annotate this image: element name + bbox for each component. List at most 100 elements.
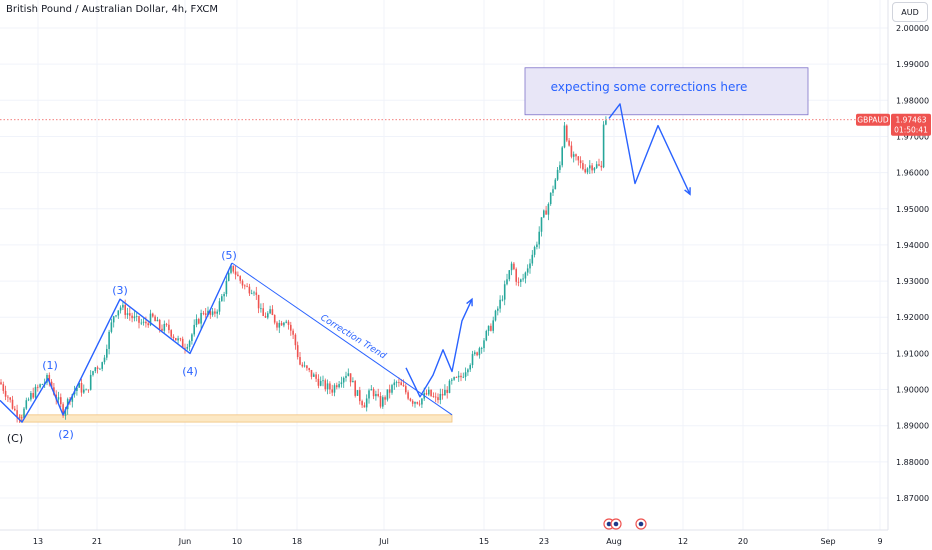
candle-body [379,396,382,407]
time-tick-label: 20 [738,537,748,546]
candle-body [575,154,577,157]
candle-body [533,247,536,255]
candle-body [375,393,377,397]
candle-body [76,387,78,391]
wave-label: (1) [42,359,58,372]
candle-body [96,367,99,369]
candle-body [253,292,255,294]
candle-body [221,296,223,302]
candle-body [349,373,352,383]
candle-body [296,345,299,358]
candle-body [232,265,235,272]
candle-body [329,383,331,390]
candle-body [62,404,64,416]
candle-body [124,304,126,315]
candle-body [402,385,405,387]
time-tick-label: 13 [33,537,43,546]
candle-body [333,385,336,393]
candle-body [179,338,182,340]
time-axis[interactable]: 13 21 Jun 10 18 Jul 15 23 Aug 12 20 Sep 9 [0,529,888,546]
drawings-layer [0,103,888,423]
candle-body [568,140,570,146]
candle-body [195,319,198,325]
candle-body [80,382,83,393]
candle-body [513,263,515,270]
candle-body [474,352,476,355]
candle-body [317,378,320,386]
candle-body [395,382,398,384]
wave-label: (2) [58,428,74,441]
candle-body [485,330,488,341]
candle-body [234,271,237,275]
candle-body [391,385,393,393]
price-tick-label: 1.90000 [896,386,929,395]
candle-body [200,312,202,324]
candle-body [34,386,37,398]
candle-body [529,263,531,269]
candle-body [11,399,14,409]
candle-body [439,393,442,401]
candle-body [168,324,170,331]
candle-body [267,313,269,318]
candle-body [303,365,306,367]
price-tick-label: 1.88000 [896,458,929,467]
grid-lines [0,0,888,530]
support-zone [19,414,453,423]
candle-body [315,374,317,379]
candle-body [425,393,428,395]
candle-body [324,380,327,390]
candle-body [352,381,354,383]
candle-body [163,323,166,331]
candle-body [257,294,260,309]
candle-body [377,393,379,397]
candle-body [248,286,251,294]
candle-body [299,357,301,365]
candle-body [322,380,324,382]
candle-body [48,374,51,382]
candle-body [517,281,520,283]
candle-body [372,389,375,397]
candle-body [306,365,308,369]
elliott-wave-lines [0,262,233,423]
candle-body [414,402,416,404]
candle-body [301,364,304,367]
economic-event-icon-dot [638,521,644,527]
candle-body [269,309,271,314]
candle-body [30,393,32,400]
candle-body [545,210,547,215]
candle-body [538,231,540,245]
candle-body [361,401,363,406]
time-tick-label: Jul [378,537,389,546]
price-badge-countdown: 01:50:41 [894,126,928,135]
time-tick-label: 18 [292,537,302,546]
candle-body [37,386,39,388]
candle-body [101,362,103,369]
candle-body [354,381,356,396]
candle-body [554,179,557,190]
candle-body [405,386,407,393]
candle-body [193,324,195,335]
candle-body [290,324,292,331]
candle-body [453,377,455,380]
candle-body [294,334,297,346]
candle-body [593,167,596,171]
zones-layer [19,67,809,423]
price-axis[interactable]: 2.00000 1.99000 1.98000 1.97000 1.96000 1.950… [887,0,929,530]
candle-body [14,408,16,411]
currency-selector[interactable]: AUD [892,2,928,22]
candle-body [53,387,55,395]
candle-body [340,382,343,385]
candle-body [469,365,471,370]
candle-body [140,322,143,324]
time-tick-label: 12 [678,537,688,546]
time-tick-label: Jun [178,537,192,546]
candle-body [503,284,506,300]
candle-body [566,125,568,141]
candle-body [460,375,462,378]
candle-body [345,375,347,378]
candle-body [556,169,559,180]
candle-body [462,376,465,378]
candle-body [446,389,448,393]
price-tick-label: 1.92000 [896,313,929,322]
